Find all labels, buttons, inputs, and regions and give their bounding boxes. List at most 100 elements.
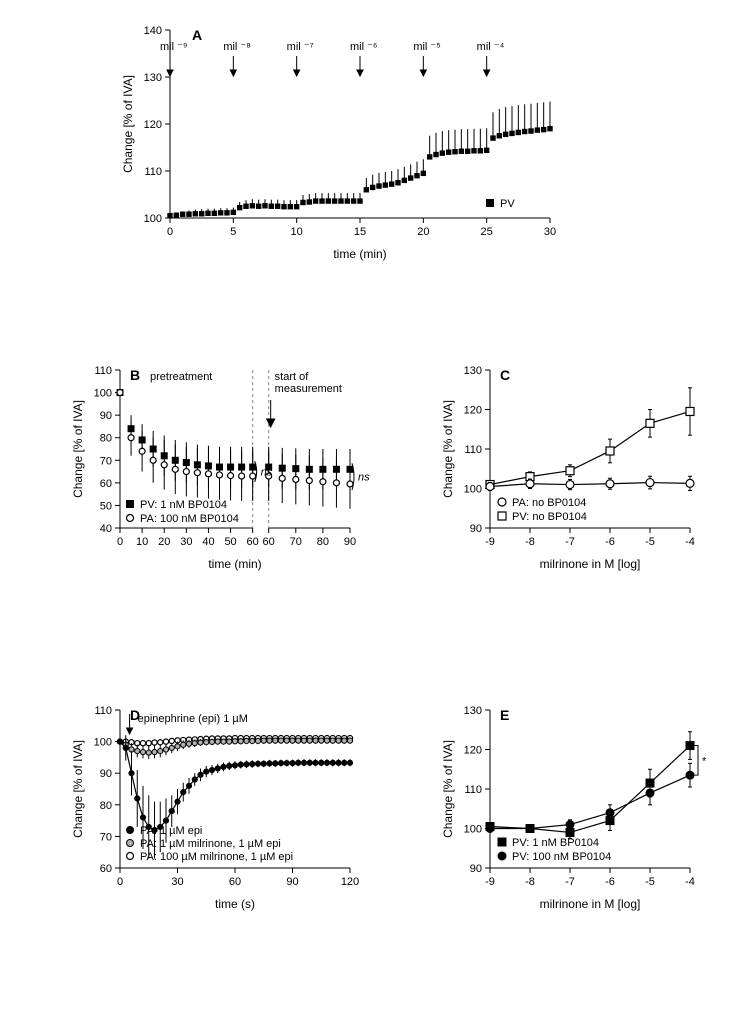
svg-text:time (s): time (s) xyxy=(215,897,255,911)
svg-text:mil ⁻⁷: mil ⁻⁷ xyxy=(287,41,314,53)
svg-text:100: 100 xyxy=(144,213,162,225)
svg-text:ns: ns xyxy=(261,467,273,479)
svg-text:90: 90 xyxy=(344,536,356,548)
svg-text:measurement: measurement xyxy=(275,383,342,395)
svg-text:ns: ns xyxy=(358,472,370,484)
svg-text:70: 70 xyxy=(100,831,112,843)
svg-text:PV: PV xyxy=(500,198,515,210)
svg-text:PV: no BP0104: PV: no BP0104 xyxy=(512,511,587,523)
svg-text:Change [% of IVA]: Change [% of IVA] xyxy=(71,740,85,838)
svg-text:70: 70 xyxy=(290,536,302,548)
panel-letter-a: A xyxy=(192,27,202,43)
svg-text:PA: 100 nM BP0104: PA: 100 nM BP0104 xyxy=(140,513,239,525)
svg-text:mil ⁻⁹: mil ⁻⁹ xyxy=(160,41,188,53)
svg-text:80: 80 xyxy=(317,536,329,548)
svg-text:30: 30 xyxy=(544,226,556,238)
svg-text:5: 5 xyxy=(230,226,236,238)
svg-text:50: 50 xyxy=(224,536,236,548)
svg-text:100: 100 xyxy=(94,737,112,749)
svg-text:epinephrine (epi) 1 µM: epinephrine (epi) 1 µM xyxy=(138,713,248,725)
svg-text:90: 90 xyxy=(470,523,482,535)
svg-text:120: 120 xyxy=(341,876,359,888)
svg-text:110: 110 xyxy=(464,444,482,456)
svg-text:110: 110 xyxy=(94,365,112,377)
svg-text:-5: -5 xyxy=(645,536,655,548)
figure: 100110120130140051015202530time (min)Cha… xyxy=(0,0,756,1033)
svg-text:15: 15 xyxy=(354,226,366,238)
svg-text:90: 90 xyxy=(470,863,482,875)
svg-text:pretreatment: pretreatment xyxy=(150,371,212,383)
svg-text:130: 130 xyxy=(144,72,162,84)
svg-text:100: 100 xyxy=(464,484,482,496)
svg-text:30: 30 xyxy=(171,876,183,888)
svg-text:time (min): time (min) xyxy=(333,247,386,261)
panel-e: 90100110120130-9-8-7-6-5-4milrinone in M… xyxy=(440,700,700,910)
svg-text:80: 80 xyxy=(100,800,112,812)
svg-text:PV: 1 nM BP0104: PV: 1 nM BP0104 xyxy=(140,499,227,511)
svg-text:60: 60 xyxy=(263,536,275,548)
svg-text:Change [% of IVA]: Change [% of IVA] xyxy=(441,400,455,498)
svg-text:Change [% of IVA]: Change [% of IVA] xyxy=(71,400,85,498)
svg-text:20: 20 xyxy=(417,226,429,238)
svg-text:60: 60 xyxy=(247,536,259,548)
svg-text:130: 130 xyxy=(464,705,482,717)
svg-text:E: E xyxy=(500,707,509,723)
svg-text:-6: -6 xyxy=(605,536,615,548)
svg-text:mil ⁻⁵: mil ⁻⁵ xyxy=(413,41,440,53)
svg-text:140: 140 xyxy=(144,25,162,37)
svg-text:90: 90 xyxy=(286,876,298,888)
svg-text:milrinone in M [log]: milrinone in M [log] xyxy=(540,897,641,911)
svg-text:10: 10 xyxy=(291,226,303,238)
svg-text:PA: 1 µM milrinone, 1 µM epi: PA: 1 µM milrinone, 1 µM epi xyxy=(140,838,281,850)
svg-text:80: 80 xyxy=(100,433,112,445)
svg-text:PA: 1 µM epi: PA: 1 µM epi xyxy=(140,825,202,837)
svg-text:60: 60 xyxy=(100,863,112,875)
svg-text:30: 30 xyxy=(180,536,192,548)
svg-text:110: 110 xyxy=(94,705,112,717)
svg-text:PA: 100 µM milrinone, 1 µM epi: PA: 100 µM milrinone, 1 µM epi xyxy=(140,851,293,863)
svg-text:120: 120 xyxy=(144,119,162,131)
svg-text:PV: 100 nM BP0104: PV: 100 nM BP0104 xyxy=(512,851,611,863)
panel-c: 90 100 110 120 130 -9 -8 -7 -6 -5 -4 milrinone in M… xyxy=(440,360,700,570)
svg-text:120: 120 xyxy=(464,405,482,417)
panel-b: 405060708090100110010203040506060708090t… xyxy=(70,360,360,570)
svg-text:50: 50 xyxy=(100,500,112,512)
svg-text:110: 110 xyxy=(144,166,162,178)
svg-text:-8: -8 xyxy=(525,536,535,548)
panel-a: 100 110 120 130 140 0 5 10 15 20 25 30 time (min) Cha… xyxy=(120,20,560,260)
svg-text:40: 40 xyxy=(100,523,112,535)
svg-text:100: 100 xyxy=(94,388,112,400)
svg-text:mil ⁻⁴: mil ⁻⁴ xyxy=(477,41,505,53)
svg-text:0: 0 xyxy=(167,226,173,238)
svg-text:40: 40 xyxy=(202,536,214,548)
svg-text:mil ⁻⁸: mil ⁻⁸ xyxy=(223,41,251,53)
svg-text:Change [% of IVA]: Change [% of IVA] xyxy=(441,740,455,838)
svg-text:Change [% of IVA]: Change [% of IVA] xyxy=(121,75,135,173)
svg-text:100: 100 xyxy=(464,824,482,836)
svg-text:-7: -7 xyxy=(565,876,575,888)
svg-text:120: 120 xyxy=(464,745,482,757)
svg-text:*: * xyxy=(702,755,707,767)
svg-text:90: 90 xyxy=(100,768,112,780)
svg-text:-7: -7 xyxy=(565,536,575,548)
svg-text:25: 25 xyxy=(481,226,493,238)
panel-d: 607080901001100306090120time (s)Change [… xyxy=(70,700,360,910)
svg-text:-4: -4 xyxy=(685,876,695,888)
svg-text:-8: -8 xyxy=(525,876,535,888)
svg-text:70: 70 xyxy=(100,455,112,467)
svg-text:0: 0 xyxy=(117,536,123,548)
svg-text:B: B xyxy=(130,367,140,383)
svg-text:20: 20 xyxy=(158,536,170,548)
svg-text:-9: -9 xyxy=(485,536,495,548)
svg-text:-9: -9 xyxy=(485,876,495,888)
svg-text:0: 0 xyxy=(117,876,123,888)
svg-text:130: 130 xyxy=(464,365,482,377)
svg-text:time (min): time (min) xyxy=(208,557,261,571)
svg-text:110: 110 xyxy=(464,784,482,796)
svg-text:10: 10 xyxy=(136,536,148,548)
svg-text:-4: -4 xyxy=(685,536,695,548)
svg-text:-5: -5 xyxy=(645,876,655,888)
svg-text:milrinone in M [log]: milrinone in M [log] xyxy=(540,557,641,571)
svg-text:60: 60 xyxy=(100,478,112,490)
svg-text:C: C xyxy=(500,367,510,383)
